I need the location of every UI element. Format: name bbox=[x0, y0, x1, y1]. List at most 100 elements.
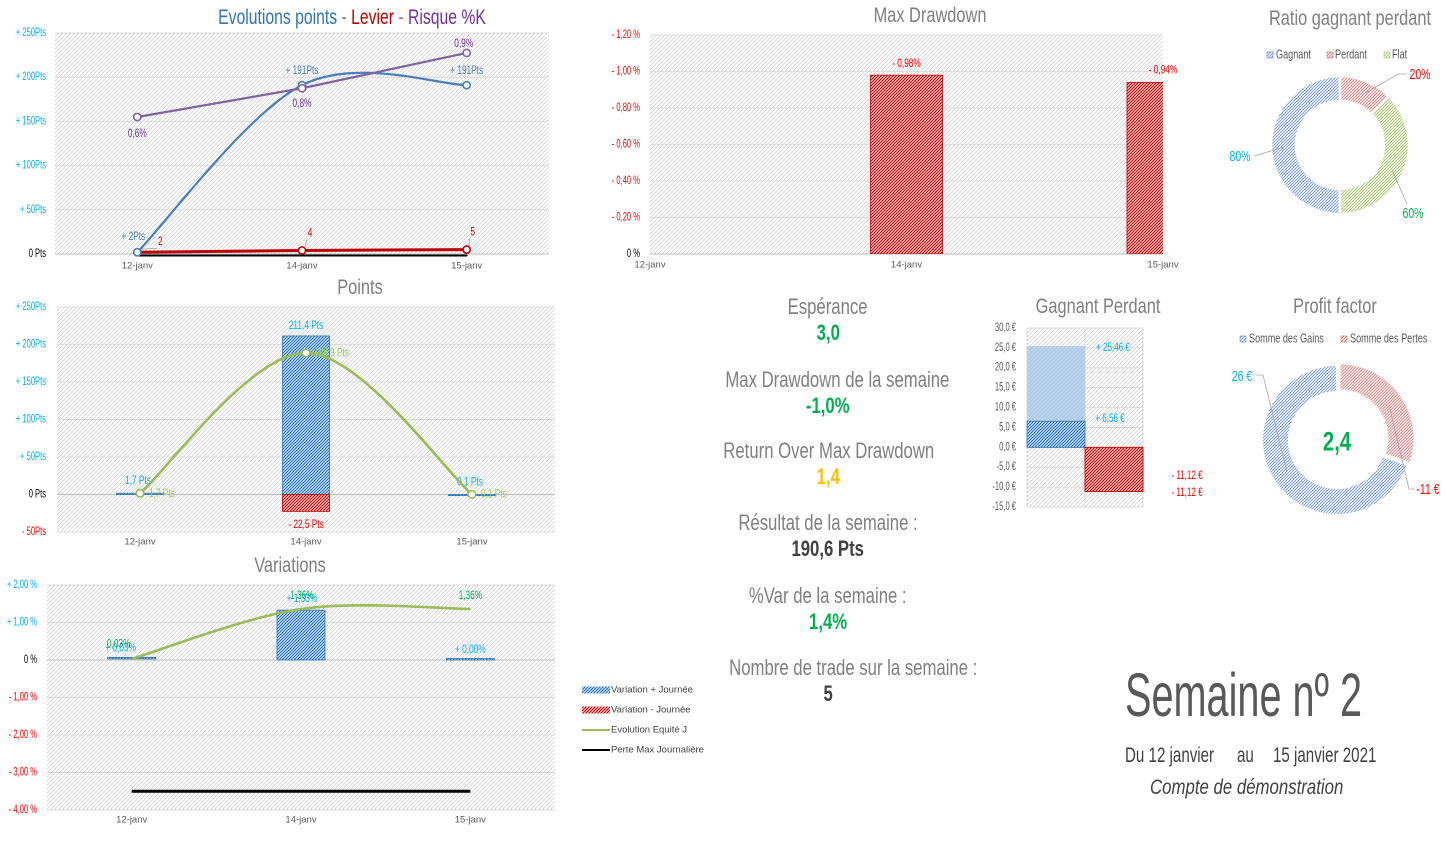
x-tick-label: 14-janv bbox=[290, 537, 321, 548]
y-tick-label: 25,0 € bbox=[995, 341, 1017, 354]
data-label: 0,9% bbox=[454, 38, 473, 51]
legend: Variation + Journée Variation - Journée Ev… bbox=[582, 685, 704, 756]
stat-label: Return Over Max Drawdown bbox=[723, 438, 935, 463]
chart-title: Profit factor bbox=[1293, 294, 1377, 317]
legend-item: Variation + Journée bbox=[582, 685, 693, 696]
legend-label: Perte Max Journalière bbox=[611, 745, 704, 756]
y-tick-label: + 150Pts bbox=[16, 376, 46, 389]
data-label: 20% bbox=[1409, 65, 1430, 82]
stat-value: 1,4% bbox=[808, 609, 848, 634]
stat-value: 1,4 bbox=[816, 464, 840, 489]
leader-line bbox=[1253, 146, 1285, 157]
stat-var-semaine: %Var de la semaine : 1,4% bbox=[690, 583, 966, 635]
bar bbox=[276, 609, 326, 661]
leader-line bbox=[1363, 73, 1407, 95]
chart-title: Evolutions points - Levier - Risque %K bbox=[218, 4, 486, 28]
data-label: 0,1 Pts bbox=[481, 488, 507, 501]
legend-swatch bbox=[1239, 335, 1247, 343]
y-tick-label: 0 % bbox=[24, 654, 37, 667]
data-label: + 25,46 € bbox=[1096, 342, 1130, 355]
x-tick-label: 15-janv bbox=[1147, 260, 1178, 271]
chart-title: Points bbox=[337, 275, 383, 298]
y-tick-label: - 1,00 % bbox=[9, 691, 38, 704]
y-tick-label: + 250Pts bbox=[16, 27, 46, 40]
series-max-drawdown bbox=[870, 74, 1163, 254]
data-label: 1,36% bbox=[459, 590, 483, 603]
stat-value: -1,0% bbox=[806, 393, 850, 418]
slice-gagnant: 80% bbox=[1229, 74, 1342, 216]
x-tick-label: 12-janv bbox=[122, 261, 153, 272]
donut-slice bbox=[1269, 74, 1342, 216]
points-chart: Points + 250Pts + 200Pts + 150Pts + 100Pts + … bbox=[16, 275, 555, 548]
stat-return-over-max-drawdown: Return Over Max Drawdown 1,4 bbox=[690, 438, 966, 490]
y-tick-label: - 0,20 % bbox=[612, 211, 641, 224]
legend-label: Somme des Gains bbox=[1249, 332, 1324, 346]
y-tick-label: 5,0 € bbox=[999, 421, 1016, 434]
data-point-marker bbox=[467, 489, 477, 500]
data-label: 80% bbox=[1229, 147, 1250, 164]
slice-somme-des-pertes bbox=[1338, 362, 1416, 465]
y-tick-label: + 50Pts bbox=[20, 203, 46, 216]
stat-max-drawdown: Max Drawdown de la semaine -1,0% bbox=[690, 367, 966, 419]
legend-item: Perte Max Journalière bbox=[582, 745, 704, 756]
bar bbox=[870, 74, 943, 254]
chart-title-part: Levier bbox=[351, 4, 394, 28]
y-tick-label: -5,0 € bbox=[997, 461, 1017, 474]
bar bbox=[1084, 446, 1144, 492]
week-range-from: Du 12 janvier bbox=[1125, 744, 1215, 767]
gagnant-perdant-chart: Gagnant Perdant 30,0 € 25,0 € 20,0 € 15,0 € 1… bbox=[992, 294, 1203, 513]
y-tick-label: + 50Pts bbox=[20, 451, 46, 464]
legend-label: Variation - Journée bbox=[611, 705, 691, 716]
y-tick-label: 0 Pts bbox=[29, 248, 46, 261]
bar bbox=[282, 494, 330, 512]
y-tick-label: -10,0 € bbox=[992, 481, 1016, 494]
data-label: 2 bbox=[158, 236, 163, 249]
legend-item: Somme des Gains bbox=[1239, 332, 1324, 346]
data-point-marker bbox=[132, 247, 142, 257]
stat-esperance: Espérance 3,0 bbox=[690, 294, 966, 346]
y-tick-label: 0 Pts bbox=[29, 488, 46, 501]
legend-item: Gagnant bbox=[1266, 48, 1312, 62]
bar bbox=[445, 658, 495, 661]
data-point-marker bbox=[297, 246, 307, 255]
variations-chart: Variations + 2,00 % + 1,00 % 0 % - 1,00 % - 2… bbox=[7, 553, 704, 825]
stat-resultat-semaine: Résultat de la semaine : 190,6 Pts bbox=[690, 510, 966, 562]
y-tick-label: - 0,80 % bbox=[612, 102, 641, 115]
series-evolution-equite-j: 1,7 Pts 188,9 Pts 0,1 Pts bbox=[135, 348, 507, 501]
data-label: 0,03% bbox=[107, 639, 131, 652]
data-label: + 6,56 € bbox=[1095, 413, 1125, 426]
x-tick-label: 12-janv bbox=[116, 815, 147, 826]
leader-line bbox=[304, 239, 308, 248]
data-label: - 0,94% bbox=[1149, 64, 1178, 77]
data-label: 1,7 Pts bbox=[125, 475, 151, 488]
x-tick-label: 14-janv bbox=[891, 260, 922, 271]
data-point-marker bbox=[462, 80, 472, 90]
y-tick-label: 15,0 € bbox=[995, 381, 1017, 394]
data-label: - 0,98% bbox=[892, 58, 921, 71]
x-tick-label: 15-janv bbox=[455, 815, 486, 826]
series-risque-k: 0,6% 0,8% 0,9% bbox=[128, 38, 473, 141]
legend-label: Gagnant bbox=[1276, 48, 1312, 62]
slice-label: 26 € bbox=[1232, 367, 1288, 473]
y-tick-label: + 200Pts bbox=[16, 71, 46, 84]
y-tick-label: 0,0 € bbox=[999, 441, 1016, 454]
y-tick-label: -15,0 € bbox=[992, 501, 1016, 514]
bar-series: + 6,56 € bbox=[1026, 413, 1125, 448]
legend-label: Perdant bbox=[1335, 48, 1368, 62]
y-tick-label: - 3,00 % bbox=[9, 766, 38, 779]
chart-title: Gagnant Perdant bbox=[1036, 294, 1161, 317]
data-label: 1,36% bbox=[290, 590, 314, 603]
x-tick-label: 15-janv bbox=[456, 537, 487, 548]
evolutions-chart: Evolutions points - Levier - Risque %K + … bbox=[16, 4, 549, 272]
data-label: 4 bbox=[308, 227, 313, 240]
plot-area bbox=[55, 33, 549, 254]
slice-flat: 60% bbox=[1338, 94, 1424, 222]
stat-value: 190,6 Pts bbox=[791, 536, 865, 561]
chart-title-part: Risque %K bbox=[408, 4, 486, 28]
y-tick-label: + 250Pts bbox=[16, 301, 46, 314]
data-label: 60% bbox=[1402, 204, 1423, 221]
legend-swatch bbox=[1383, 51, 1391, 59]
chart-title-part: - bbox=[394, 4, 408, 28]
legend-item: Flat bbox=[1383, 48, 1408, 62]
leader-line bbox=[140, 247, 158, 250]
